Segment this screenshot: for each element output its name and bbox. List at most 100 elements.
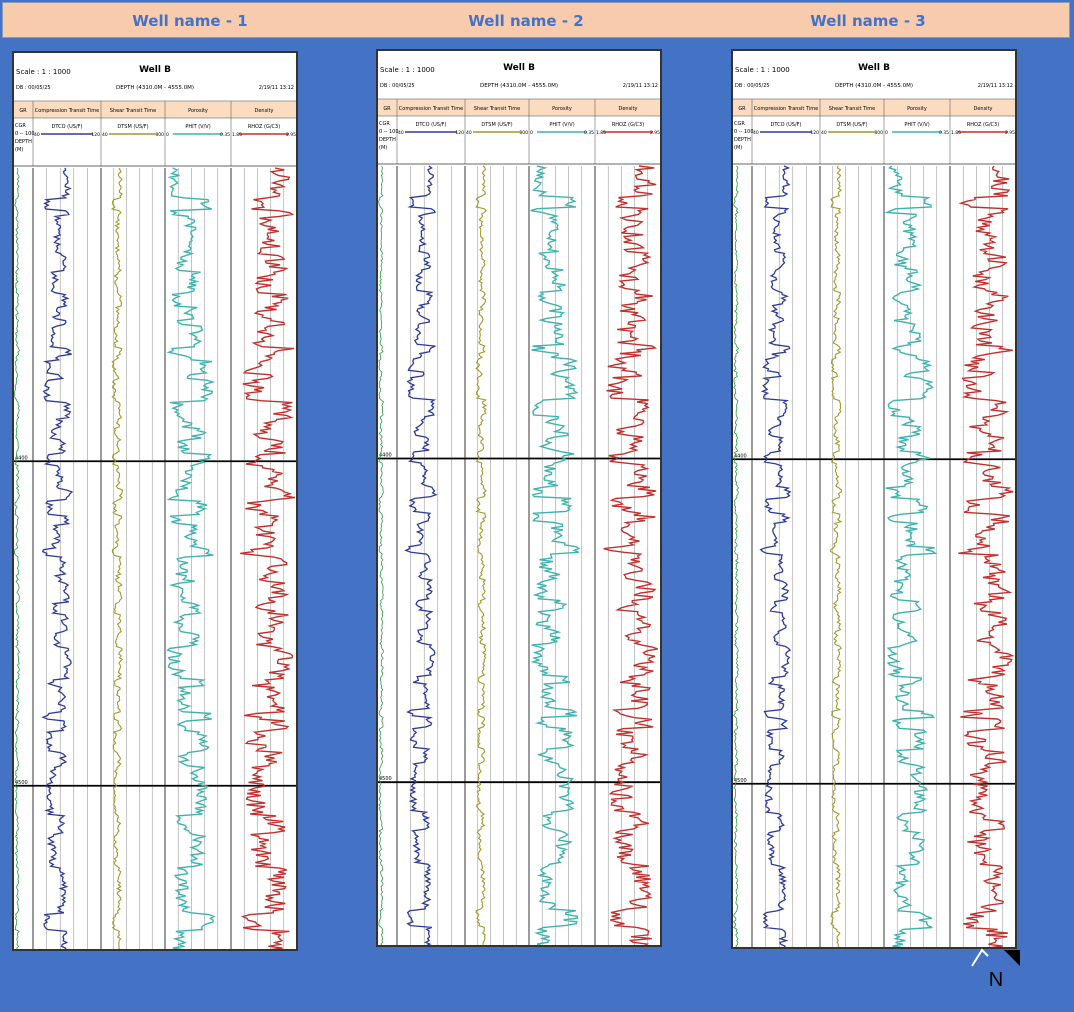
curve-header-left-scale: 40 [821,130,827,136]
well-title-bar: Well name - 1 Well name - 2 Well name - … [2,2,1070,38]
north-arrow-right-head [1004,950,1020,966]
curve-header-left-scale: 40 [398,130,404,136]
well-log-svg: Scale : 1 : 1000 Well B DB : 00/05/25 DEPTH… [377,50,661,946]
curve-header-label: DTSM (US/F) [836,122,867,128]
curve-header-label: PHIT (V/V) [904,122,929,128]
well-log-panel-1: Scale : 1 : 1000 Well B DB : 00/05/25 DEPTH… [12,51,298,951]
curve-header-left-scale: 40 [753,130,759,136]
track-title: Shear Transit Time [829,106,876,112]
gr-header-line: (M) [734,145,742,151]
phit-curve [166,167,216,950]
well-log-panel-3: Scale : 1 : 1000 Well B DB : 00/05/25 DEPTH… [731,49,1017,949]
depth-range-label: DEPTH (4310.0M - 4555.0M) [116,85,194,91]
well-name-label: Well B [503,63,535,73]
dtsm-curve [110,167,124,950]
gr-curve [732,165,740,948]
date-label: 2/19/11 13:12 [623,83,658,89]
curve-header-left-scale: 40 [102,132,108,138]
gr-curve [14,167,20,950]
north-label: N [989,969,1003,990]
gr-header-line: CGR [379,121,390,127]
depth-range-label: DEPTH (4310.0M - 4555.0M) [835,83,913,89]
track-title: Shear Transit Time [110,108,157,114]
well-log-panel-2: Scale : 1 : 1000 Well B DB : 00/05/25 DEPTH… [376,49,662,947]
depth-range-label: DEPTH (4310.0M - 4555.0M) [480,83,558,89]
depth-marker-label: 4500 [15,780,28,786]
db-label: DB : 00/05/25 [16,85,51,91]
curve-header-right-scale: 120 [810,130,819,136]
scale-label: Scale : 1 : 1000 [735,66,790,74]
track-title: Porosity [552,106,572,112]
curve-header-right-scale: 0.35 [220,132,230,138]
track-title: GR [19,108,27,114]
track-title: Porosity [907,106,927,112]
track-title-band [13,100,297,119]
curve-header-right-scale: 2.95 [650,130,660,136]
gr-curve [378,165,384,946]
curve-header-left-scale: 1.85 [596,130,606,136]
gr-header-line: 0 -- 100 [15,131,35,137]
curve-header-left-scale: 0 [885,130,888,136]
track-title: Density [618,106,637,112]
curve-header-left-scale: 40 [466,130,472,136]
panel-frame [13,52,297,950]
curve-header-label: RHOZ (G/C3) [612,122,644,128]
phit-curve [530,165,581,946]
gr-header-line: (M) [15,147,23,153]
well-name-label: Well B [139,65,171,75]
depth-marker-label: 4500 [379,776,392,782]
well-log-svg: Scale : 1 : 1000 Well B DB : 00/05/25 DEPTH… [732,50,1016,948]
depth-marker-label: 4500 [734,778,747,784]
rhoz-curve [240,167,296,950]
phit-curve [884,165,938,948]
curve-header-left-scale: 40 [34,132,40,138]
curve-header-left-scale: 0 [166,132,169,138]
gr-header-line: DEPTH [379,137,396,143]
track-title: Compression Transit Time [399,106,463,112]
dtco-curve [759,165,792,948]
dtco-curve [41,167,74,950]
dtco-curve [404,165,438,946]
track-title-band [732,98,1016,117]
curve-header-right-scale: 0.35 [584,130,594,136]
track-title: Shear Transit Time [474,106,521,112]
dtsm-curve [475,165,488,946]
track-title: Density [254,108,273,114]
gr-header-line: 0 -- 100 [379,129,399,135]
gr-header-line: CGR [15,123,26,129]
curve-header-label: DTCO (US/F) [416,122,447,128]
gr-header-line: CGR [734,121,745,127]
dtsm-curve [829,165,843,948]
depth-marker-label: 4400 [15,455,28,461]
panel-frame [732,50,1016,948]
curve-header-right-scale: 120 [455,130,464,136]
curve-header-label: PHIT (V/V) [185,124,210,130]
curve-header-right-scale: 120 [91,132,100,138]
gr-header-line: DEPTH [734,137,751,143]
track-title-band [377,98,661,117]
well-name-label: Well B [858,63,890,73]
well-title-2: Well name - 2 [468,12,584,30]
rhoz-curve [603,165,658,946]
panel-frame [377,50,661,946]
curve-header-right-scale: 0.35 [939,130,949,136]
track-title: Porosity [188,108,208,114]
depth-marker-label: 4400 [379,453,392,459]
curve-header-right-scale: 2.95 [286,132,296,138]
curve-header-left-scale: 1.85 [232,132,242,138]
scale-label: Scale : 1 : 1000 [16,68,71,76]
well-title-1: Well name - 1 [132,12,248,30]
curve-header-right-scale: 300 [155,132,164,138]
track-title: GR [738,106,746,112]
curve-header-right-scale: 300 [874,130,883,136]
depth-marker-label: 4400 [734,453,747,459]
db-label: DB : 00/05/25 [735,83,770,89]
gr-header-line: DEPTH [15,139,32,145]
gr-header-line: 0 -- 100 [734,129,754,135]
well-title-3: Well name - 3 [810,12,926,30]
curve-header-label: DTSM (US/F) [481,122,512,128]
track-title: Density [973,106,992,112]
curve-header-label: DTCO (US/F) [52,124,83,130]
curve-header-left-scale: 1.85 [951,130,961,136]
curve-header-label: RHOZ (G/C3) [967,122,999,128]
